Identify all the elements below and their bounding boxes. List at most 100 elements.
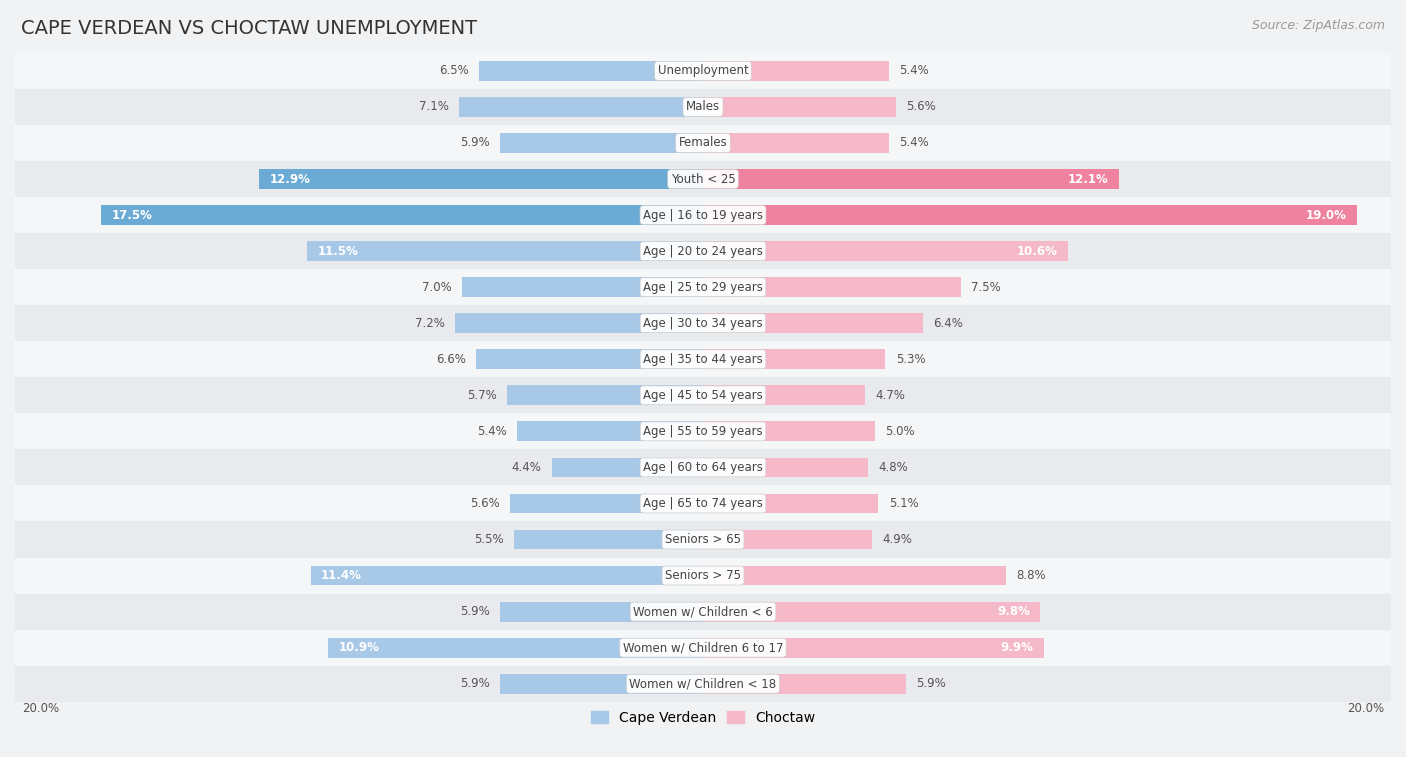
Bar — [703, 350, 886, 369]
Bar — [101, 205, 703, 225]
Bar — [703, 674, 905, 693]
Text: 4.9%: 4.9% — [882, 533, 911, 546]
Bar — [703, 133, 889, 153]
Text: Unemployment: Unemployment — [658, 64, 748, 77]
FancyBboxPatch shape — [15, 53, 1391, 89]
FancyBboxPatch shape — [15, 665, 1391, 702]
Bar — [703, 422, 875, 441]
FancyBboxPatch shape — [15, 233, 1391, 269]
Text: 5.9%: 5.9% — [460, 136, 489, 149]
Bar — [311, 565, 703, 585]
Text: 5.1%: 5.1% — [889, 497, 918, 510]
FancyBboxPatch shape — [15, 377, 1391, 413]
Text: Age | 25 to 29 years: Age | 25 to 29 years — [643, 281, 763, 294]
Bar — [703, 494, 879, 513]
FancyBboxPatch shape — [15, 413, 1391, 450]
Bar — [703, 530, 872, 550]
Bar — [703, 205, 1357, 225]
Text: 10.6%: 10.6% — [1017, 245, 1057, 257]
Bar — [501, 602, 703, 621]
Bar — [703, 169, 1119, 189]
Text: 5.9%: 5.9% — [460, 678, 489, 690]
Text: 6.4%: 6.4% — [934, 316, 963, 330]
Bar — [458, 97, 703, 117]
Text: 5.4%: 5.4% — [477, 425, 508, 438]
Text: 6.5%: 6.5% — [439, 64, 470, 77]
FancyBboxPatch shape — [15, 630, 1391, 665]
Text: Age | 65 to 74 years: Age | 65 to 74 years — [643, 497, 763, 510]
Text: 5.0%: 5.0% — [886, 425, 915, 438]
Text: 19.0%: 19.0% — [1305, 209, 1347, 222]
Text: 11.5%: 11.5% — [318, 245, 359, 257]
Bar — [510, 494, 703, 513]
Bar — [703, 97, 896, 117]
FancyBboxPatch shape — [15, 269, 1391, 305]
Bar — [703, 277, 960, 297]
FancyBboxPatch shape — [15, 161, 1391, 197]
FancyBboxPatch shape — [15, 522, 1391, 558]
FancyBboxPatch shape — [15, 89, 1391, 125]
FancyBboxPatch shape — [15, 305, 1391, 341]
Text: 5.9%: 5.9% — [460, 605, 489, 618]
Text: 7.2%: 7.2% — [415, 316, 446, 330]
Text: 12.9%: 12.9% — [270, 173, 311, 185]
Text: Seniors > 75: Seniors > 75 — [665, 569, 741, 582]
Bar — [259, 169, 703, 189]
Bar — [517, 422, 703, 441]
Bar — [328, 637, 703, 658]
Text: Age | 16 to 19 years: Age | 16 to 19 years — [643, 209, 763, 222]
Text: 12.1%: 12.1% — [1069, 173, 1109, 185]
Text: 9.8%: 9.8% — [997, 605, 1029, 618]
Bar — [703, 61, 889, 81]
Text: Age | 35 to 44 years: Age | 35 to 44 years — [643, 353, 763, 366]
Bar — [703, 385, 865, 405]
Bar — [508, 385, 703, 405]
Bar — [703, 602, 1040, 621]
Bar — [501, 674, 703, 693]
Bar — [551, 457, 703, 478]
Text: Women w/ Children 6 to 17: Women w/ Children 6 to 17 — [623, 641, 783, 654]
Text: 5.5%: 5.5% — [474, 533, 503, 546]
Text: 5.6%: 5.6% — [470, 497, 501, 510]
Text: 17.5%: 17.5% — [111, 209, 152, 222]
Bar — [703, 565, 1005, 585]
Text: 9.9%: 9.9% — [1000, 641, 1033, 654]
Text: 7.0%: 7.0% — [422, 281, 451, 294]
Bar — [308, 241, 703, 261]
Text: Women w/ Children < 18: Women w/ Children < 18 — [630, 678, 776, 690]
Text: CAPE VERDEAN VS CHOCTAW UNEMPLOYMENT: CAPE VERDEAN VS CHOCTAW UNEMPLOYMENT — [21, 19, 477, 38]
Text: 5.3%: 5.3% — [896, 353, 925, 366]
Text: 4.8%: 4.8% — [879, 461, 908, 474]
Text: Females: Females — [679, 136, 727, 149]
Text: 5.7%: 5.7% — [467, 389, 496, 402]
Bar — [479, 61, 703, 81]
Bar — [703, 241, 1067, 261]
Text: Seniors > 65: Seniors > 65 — [665, 533, 741, 546]
Bar — [477, 350, 703, 369]
Text: Age | 20 to 24 years: Age | 20 to 24 years — [643, 245, 763, 257]
Bar — [703, 457, 868, 478]
Text: 7.1%: 7.1% — [419, 101, 449, 114]
FancyBboxPatch shape — [15, 485, 1391, 522]
Bar — [703, 313, 924, 333]
FancyBboxPatch shape — [15, 593, 1391, 630]
Text: Women w/ Children < 6: Women w/ Children < 6 — [633, 605, 773, 618]
Bar — [513, 530, 703, 550]
Text: 6.6%: 6.6% — [436, 353, 465, 366]
Bar — [456, 313, 703, 333]
Text: 5.9%: 5.9% — [917, 678, 946, 690]
Text: 11.4%: 11.4% — [321, 569, 361, 582]
Text: 20.0%: 20.0% — [1347, 702, 1384, 715]
Text: Youth < 25: Youth < 25 — [671, 173, 735, 185]
Text: 5.6%: 5.6% — [905, 101, 936, 114]
Text: 20.0%: 20.0% — [22, 702, 59, 715]
FancyBboxPatch shape — [15, 341, 1391, 377]
Legend: Cape Verdean, Choctaw: Cape Verdean, Choctaw — [585, 706, 821, 731]
Text: 5.4%: 5.4% — [898, 136, 929, 149]
Text: Age | 30 to 34 years: Age | 30 to 34 years — [643, 316, 763, 330]
Text: 5.4%: 5.4% — [898, 64, 929, 77]
Bar — [703, 637, 1043, 658]
Text: 7.5%: 7.5% — [972, 281, 1001, 294]
Text: 4.4%: 4.4% — [512, 461, 541, 474]
Text: Source: ZipAtlas.com: Source: ZipAtlas.com — [1251, 19, 1385, 32]
